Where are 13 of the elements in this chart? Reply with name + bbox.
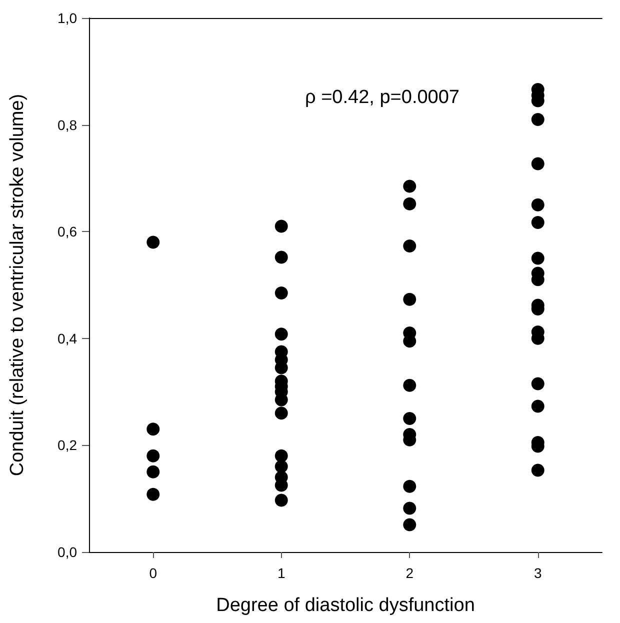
y-tick-label: 0,4 (58, 330, 78, 346)
y-tick-label: 1,0 (58, 10, 78, 26)
x-axis-title: Degree of diastolic dysfunction (216, 595, 475, 616)
annotation: ρ =0.42, p=0.0007 (305, 87, 460, 108)
x-tick-label: 2 (406, 565, 414, 581)
x-tick-label: 0 (149, 565, 158, 581)
y-tick-label: 0,6 (58, 224, 78, 240)
x-tick-label: 1 (277, 565, 286, 581)
y-axis-title: Conduit (relative to ventricular stroke volume) (7, 94, 28, 476)
y-tick-label: 0,2 (58, 437, 78, 454)
x-tick-label: 3 (534, 565, 542, 581)
y-tick-label: 0,8 (58, 116, 78, 133)
y-tick-label: 0,0 (58, 544, 78, 560)
